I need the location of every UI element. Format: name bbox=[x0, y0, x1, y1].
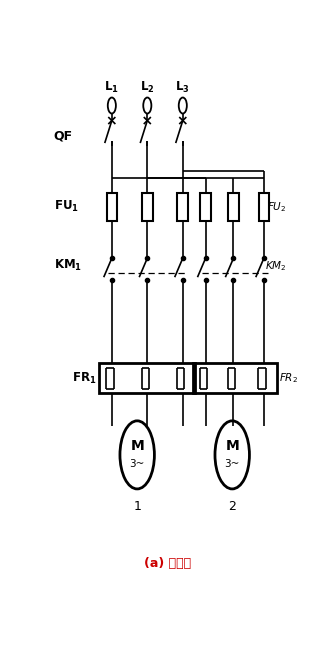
Text: $\mathbf{L_1}$: $\mathbf{L_1}$ bbox=[104, 79, 119, 94]
Text: $\mathbf{FR_1}$: $\mathbf{FR_1}$ bbox=[72, 370, 97, 386]
Text: 1: 1 bbox=[133, 500, 141, 513]
Text: $\mathbf{L_3}$: $\mathbf{L_3}$ bbox=[176, 79, 190, 94]
Bar bbox=[200, 193, 211, 220]
Text: $KM_2$: $KM_2$ bbox=[265, 259, 287, 272]
Bar bbox=[142, 193, 153, 220]
Text: $FR_2$: $FR_2$ bbox=[279, 371, 298, 385]
Text: $FU_2$: $FU_2$ bbox=[267, 200, 287, 214]
Text: $\mathbf{KM_1}$: $\mathbf{KM_1}$ bbox=[54, 258, 82, 273]
Text: QF: QF bbox=[54, 129, 73, 142]
Bar bbox=[193, 363, 277, 393]
Text: 2: 2 bbox=[228, 500, 236, 513]
Text: $\mathbf{FU_1}$: $\mathbf{FU_1}$ bbox=[54, 200, 78, 214]
Bar bbox=[178, 193, 188, 220]
Text: M: M bbox=[225, 439, 239, 453]
Text: M: M bbox=[130, 439, 144, 453]
Bar bbox=[228, 193, 239, 220]
Bar bbox=[107, 193, 117, 220]
Bar bbox=[259, 193, 269, 220]
Text: 3~: 3~ bbox=[225, 459, 240, 469]
Text: 3~: 3~ bbox=[129, 459, 145, 469]
Text: (a) 主回路: (a) 主回路 bbox=[144, 557, 191, 570]
Bar bbox=[99, 363, 196, 393]
Text: $\mathbf{L_2}$: $\mathbf{L_2}$ bbox=[140, 79, 155, 94]
